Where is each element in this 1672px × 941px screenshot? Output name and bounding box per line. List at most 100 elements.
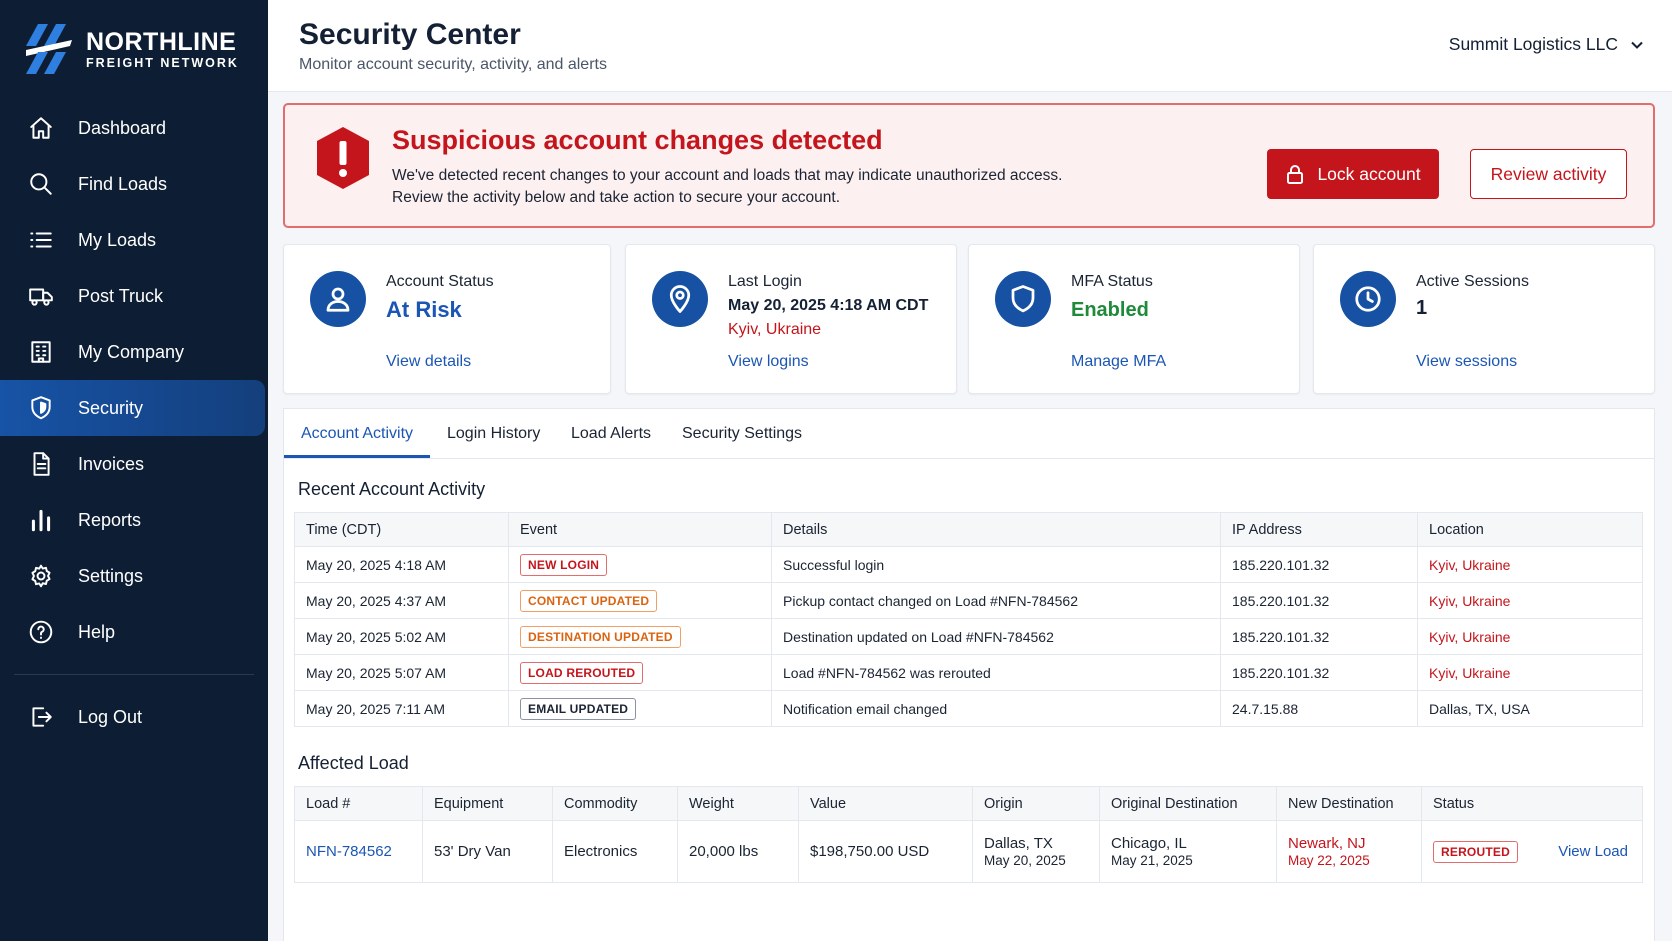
sidebar-item-dashboard[interactable]: Dashboard	[0, 100, 268, 156]
sidebar-item-security[interactable]: Security	[0, 380, 265, 436]
view-details-link[interactable]: View details	[386, 353, 472, 370]
equipment-cell: 53' Dry Van	[422, 820, 553, 883]
organization-name: Summit Logistics LLC	[1448, 34, 1618, 54]
page-subtitle: Monitor account security, activity, and …	[299, 56, 607, 73]
last-login-card: Last Login May 20, 2025 4:18 AM CDT Kyiv…	[625, 244, 957, 394]
shield-icon	[28, 395, 54, 421]
alert-message: We've detected recent changes to your ac…	[392, 165, 1062, 209]
column-header[interactable]: Event	[508, 512, 772, 547]
location-cell: Kyiv, Ukraine	[1417, 618, 1643, 655]
table-row[interactable]: May 20, 2025 4:37 AM CONTACT UPDATED Pic…	[294, 582, 1643, 619]
origin-date: May 20, 2025	[984, 852, 1066, 868]
card-label: MFA Status	[1071, 273, 1153, 290]
column-header[interactable]: Load #	[294, 786, 423, 821]
sidebar-item-logout[interactable]: Log Out	[0, 689, 268, 745]
tab-load-alerts[interactable]: Load Alerts	[571, 425, 652, 442]
shield-icon	[995, 271, 1051, 327]
brand-logo[interactable]: NORTHLINE FREIGHT NETWORK	[26, 24, 239, 74]
time-cell: May 20, 2025 4:18 AM	[294, 546, 509, 583]
active-tab-indicator	[284, 455, 430, 458]
column-header[interactable]: Original Destination	[1099, 786, 1277, 821]
brand-tagline: FREIGHT NETWORK	[86, 55, 239, 70]
details-cell: Successful login	[771, 546, 1221, 583]
ip-cell: 185.220.101.32	[1220, 546, 1418, 583]
location-cell: Kyiv, Ukraine	[1417, 654, 1643, 691]
sidebar-item-my-company[interactable]: My Company	[0, 324, 268, 380]
time-cell: May 20, 2025 5:02 AM	[294, 618, 509, 655]
affected-load-title: Affected Load	[298, 753, 409, 773]
lock-icon	[1287, 165, 1304, 184]
view-load-link[interactable]: View Load	[1558, 842, 1628, 860]
sidebar-item-label: Security	[78, 397, 144, 418]
table-row[interactable]: NFN-784562 53' Dry Van Electronics 20,00…	[294, 820, 1643, 883]
tab-bar: Account Activity Login History Load Aler…	[284, 409, 1654, 459]
load-number-link[interactable]: NFN-784562	[306, 843, 392, 860]
user-icon	[310, 271, 366, 327]
sidebar-item-label: Reports	[78, 509, 142, 530]
active-sessions-value: 1	[1416, 297, 1428, 319]
account-status-card: Account Status At Risk View details	[283, 244, 611, 394]
table-row[interactable]: May 20, 2025 7:11 AM EMAIL UPDATED Notif…	[294, 690, 1643, 727]
table-row[interactable]: May 20, 2025 5:02 AM DESTINATION UPDATED…	[294, 618, 1643, 655]
manage-mfa-link[interactable]: Manage MFA	[1071, 353, 1167, 370]
last-login-value: May 20, 2025 4:18 AM CDT	[728, 297, 929, 314]
chevron-down-icon	[1631, 41, 1643, 49]
sidebar-item-label: Find Loads	[78, 173, 168, 194]
ip-cell: 185.220.101.32	[1220, 654, 1418, 691]
recent-activity-title: Recent Account Activity	[298, 479, 486, 499]
sidebar-item-reports[interactable]: Reports	[0, 492, 268, 548]
details-cell: Pickup contact changed on Load #NFN-7845…	[771, 582, 1221, 619]
last-login-location: Kyiv, Ukraine	[728, 321, 822, 338]
view-sessions-link[interactable]: View sessions	[1416, 353, 1518, 370]
sidebar: NORTHLINE FREIGHT NETWORK Dashboard Find…	[0, 0, 268, 941]
column-header[interactable]: Time (CDT)	[294, 512, 509, 547]
bar-chart-icon	[28, 507, 54, 533]
view-logins-link[interactable]: View logins	[728, 353, 809, 370]
table-header-row: Load # Equipment Commodity Weight Value …	[294, 786, 1643, 821]
column-header[interactable]: Equipment	[422, 786, 553, 821]
table-row[interactable]: May 20, 2025 4:18 AM NEW LOGIN Successfu…	[294, 546, 1643, 583]
activity-panel: Account Activity Login History Load Aler…	[283, 408, 1655, 941]
tab-login-history[interactable]: Login History	[447, 425, 541, 442]
account-status-value: At Risk	[386, 297, 462, 322]
lock-account-button[interactable]: Lock account	[1267, 149, 1439, 199]
sidebar-item-label: Post Truck	[78, 285, 164, 306]
column-header[interactable]: Details	[771, 512, 1221, 547]
column-header[interactable]: Weight	[677, 786, 799, 821]
sidebar-item-settings[interactable]: Settings	[0, 548, 268, 604]
organization-selector[interactable]: Summit Logistics LLC	[1449, 34, 1644, 55]
sidebar-item-help[interactable]: Help	[0, 604, 268, 660]
event-badge: CONTACT UPDATED	[520, 589, 658, 612]
column-header[interactable]: Location	[1417, 512, 1643, 547]
location-pin-icon	[652, 271, 708, 327]
table-row[interactable]: May 20, 2025 5:07 AM LOAD REROUTED Load …	[294, 654, 1643, 691]
event-cell: NEW LOGIN	[508, 546, 772, 583]
event-cell: LOAD REROUTED	[508, 654, 772, 691]
sidebar-item-find-loads[interactable]: Find Loads	[0, 156, 268, 212]
card-label: Account Status	[386, 273, 494, 290]
sidebar-item-invoices[interactable]: Invoices	[0, 436, 268, 492]
alert-octagon-icon	[317, 127, 369, 189]
security-alert-banner: Suspicious account changes detected We'v…	[283, 103, 1655, 228]
card-label: Active Sessions	[1416, 273, 1529, 290]
sidebar-item-label: Settings	[78, 565, 144, 586]
tab-security-settings[interactable]: Security Settings	[682, 425, 803, 442]
review-activity-button[interactable]: Review activity	[1470, 149, 1627, 199]
new-destination-date: May 22, 2025	[1288, 852, 1370, 868]
tab-account-activity[interactable]: Account Activity	[301, 425, 414, 442]
document-icon	[28, 451, 54, 477]
column-header[interactable]: Status	[1421, 786, 1643, 821]
column-header[interactable]: Origin	[972, 786, 1100, 821]
sidebar-item-my-loads[interactable]: My Loads	[0, 212, 268, 268]
event-cell: DESTINATION UPDATED	[508, 618, 772, 655]
event-badge: LOAD REROUTED	[520, 661, 644, 684]
column-header[interactable]: Value	[798, 786, 973, 821]
weight-cell: 20,000 lbs	[677, 820, 799, 883]
column-header[interactable]: Commodity	[552, 786, 678, 821]
logo-mark-icon	[26, 24, 72, 74]
ip-cell: 24.7.15.88	[1220, 690, 1418, 727]
new-destination-city: Newark, NJ	[1288, 834, 1366, 852]
column-header[interactable]: IP Address	[1220, 512, 1418, 547]
sidebar-item-post-truck[interactable]: Post Truck	[0, 268, 268, 324]
column-header[interactable]: New Destination	[1276, 786, 1422, 821]
